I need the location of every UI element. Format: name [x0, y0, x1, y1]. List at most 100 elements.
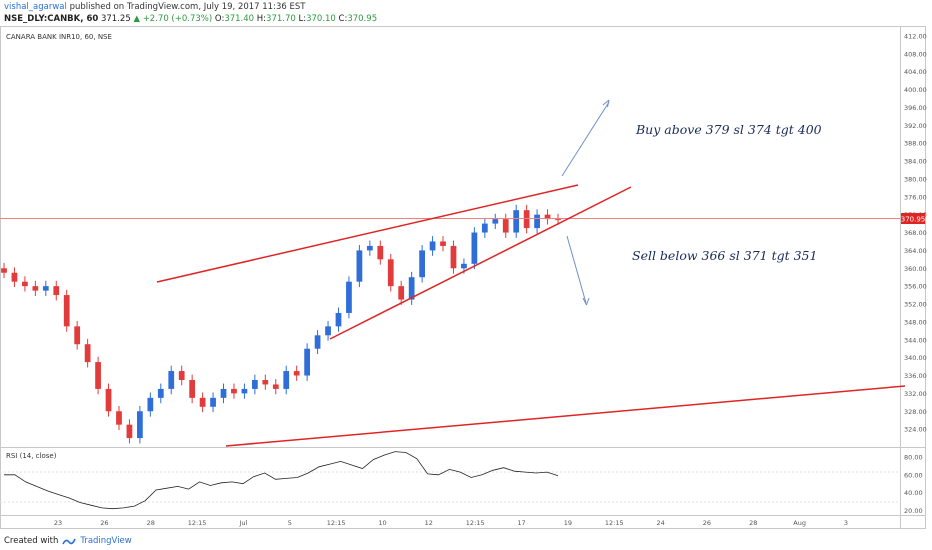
price-tick-label: 332.00 — [904, 390, 927, 398]
created-with-label: Created with — [4, 536, 59, 546]
candlestick-series — [1, 204, 561, 444]
arrow-down-icon — [582, 297, 590, 306]
price-tick-label: 324.00 — [904, 426, 927, 434]
close-label: C: — [338, 14, 348, 24]
candle-body — [105, 388, 112, 412]
time-tick-label: Aug — [793, 519, 806, 527]
candle-body — [335, 312, 342, 327]
price-tick-label: 408.00 — [904, 50, 927, 58]
candle-body — [11, 272, 18, 282]
pane-title: CANARA BANK INR10, 60, NSE — [6, 33, 112, 41]
chart-frame — [0, 26, 926, 529]
time-tick-label: 17 — [517, 519, 525, 527]
price-axis[interactable]: 412.00 408.00 404.00 400.00 396.00 392.00 388.… — [904, 32, 927, 433]
price-tick-label: 356.00 — [904, 283, 927, 291]
candle-body — [513, 210, 520, 233]
time-axis[interactable]: 23 26 28 12:15 Jul 5 12:15 10 12 12:15 17 19 12:15 24… — [54, 519, 848, 527]
candle-body — [126, 424, 133, 439]
candle-body — [231, 388, 237, 394]
up-arrow-line[interactable] — [561, 101, 610, 177]
open-label: O: — [214, 14, 225, 24]
time-tick-label: 23 — [54, 519, 62, 527]
lower-trendline[interactable] — [329, 186, 632, 340]
candle-body — [304, 348, 311, 376]
buy-annotation[interactable]: Buy above 379 sl 374 tgt 400 — [635, 122, 822, 137]
candle-body — [325, 326, 331, 336]
price-tick-label: 384.00 — [904, 158, 927, 166]
author-link[interactable]: vishal_agarwal — [4, 2, 67, 12]
rsi-axis[interactable]: 80.00 60.00 40.00 20.00 — [904, 453, 923, 515]
candle-body — [74, 326, 81, 345]
candle-body — [502, 219, 509, 233]
price-tick-label: 404.00 — [904, 68, 927, 76]
candle-body — [419, 250, 425, 278]
upper-trendline[interactable] — [156, 184, 579, 283]
candle-body — [408, 277, 415, 300]
time-tick-label: 12 — [425, 519, 433, 527]
price-tick-label: 360.00 — [904, 265, 927, 273]
sell-annotation[interactable]: Sell below 366 sl 371 tgt 351 — [632, 248, 817, 263]
candle-body — [241, 388, 248, 394]
candle-body — [168, 371, 175, 389]
high-value: 371.70 — [266, 14, 296, 24]
tradingview-link[interactable]: TradingView — [80, 536, 132, 546]
time-tick-label: 10 — [378, 519, 386, 527]
publish-info: published on TradingView.com, July 19, 2… — [69, 2, 306, 12]
candle-body — [63, 295, 70, 327]
price-tick-label: 328.00 — [904, 408, 927, 416]
candle-body — [293, 371, 300, 376]
low-value: 370.10 — [306, 14, 336, 24]
support-trendline[interactable] — [225, 385, 906, 447]
candle-body — [42, 286, 49, 291]
candle-body — [555, 219, 561, 221]
rsi-tick-label: 60.00 — [904, 471, 923, 479]
time-tick-label: 24 — [656, 519, 664, 527]
time-tick-label: 12:15 — [605, 519, 624, 527]
candle-body — [53, 286, 60, 296]
candle-body — [492, 219, 499, 224]
candle-body — [147, 397, 154, 412]
last-price-badge-label: 370.95 — [901, 216, 926, 224]
drawings[interactable]: Buy above 379 sl 374 tgt 400 Sell below … — [156, 99, 906, 447]
price-tick-label: 392.00 — [904, 122, 927, 130]
candle-body — [272, 384, 279, 389]
price-tick-label: 368.00 — [904, 229, 927, 237]
time-tick-label: 26 — [703, 519, 711, 527]
price-tick-label: 380.00 — [904, 175, 927, 183]
price-tick-label: 336.00 — [904, 372, 927, 380]
price-tick-label: 344.00 — [904, 336, 927, 344]
rsi-tick-label: 80.00 — [904, 453, 923, 461]
time-tick-label: 12:15 — [188, 519, 207, 527]
change-value: +2.70 (+0.73%) — [142, 14, 213, 24]
open-value: 371.40 — [224, 14, 255, 24]
symbol-label: NSE_DLY:CANBK, 60 — [4, 14, 99, 24]
time-tick-label: 28 — [147, 519, 155, 527]
candle-body — [84, 344, 91, 363]
time-tick-label: 12:15 — [327, 519, 346, 527]
time-tick-label: 12:15 — [466, 519, 485, 527]
down-arrow-line[interactable] — [566, 235, 587, 304]
price-tick-label: 388.00 — [904, 140, 927, 148]
last-price-badge — [901, 213, 925, 224]
candle-body — [95, 362, 101, 389]
candle-body — [157, 388, 164, 398]
candle-body — [387, 259, 394, 287]
candle-body — [481, 223, 488, 233]
candle-body — [523, 210, 530, 229]
time-tick-label: 19 — [564, 519, 572, 527]
candle-body — [534, 214, 540, 229]
publish-line: vishal_agarwal published on TradingView.… — [4, 2, 305, 12]
time-tick-label: 26 — [100, 519, 108, 527]
candle-body — [440, 241, 446, 246]
candle-body — [544, 214, 551, 220]
rsi-line — [4, 451, 559, 510]
ohlc-line: NSE_DLY:CANBK, 60 371.25 ▲ +2.70 (+0.73%… — [4, 14, 377, 24]
candle-body — [429, 241, 436, 251]
candle-body — [356, 250, 363, 282]
candle-body — [189, 379, 196, 398]
candle-body — [461, 263, 467, 269]
high-label: H: — [256, 14, 267, 24]
price-tick-label: 412.00 — [904, 32, 927, 40]
candle-body — [1, 268, 7, 273]
